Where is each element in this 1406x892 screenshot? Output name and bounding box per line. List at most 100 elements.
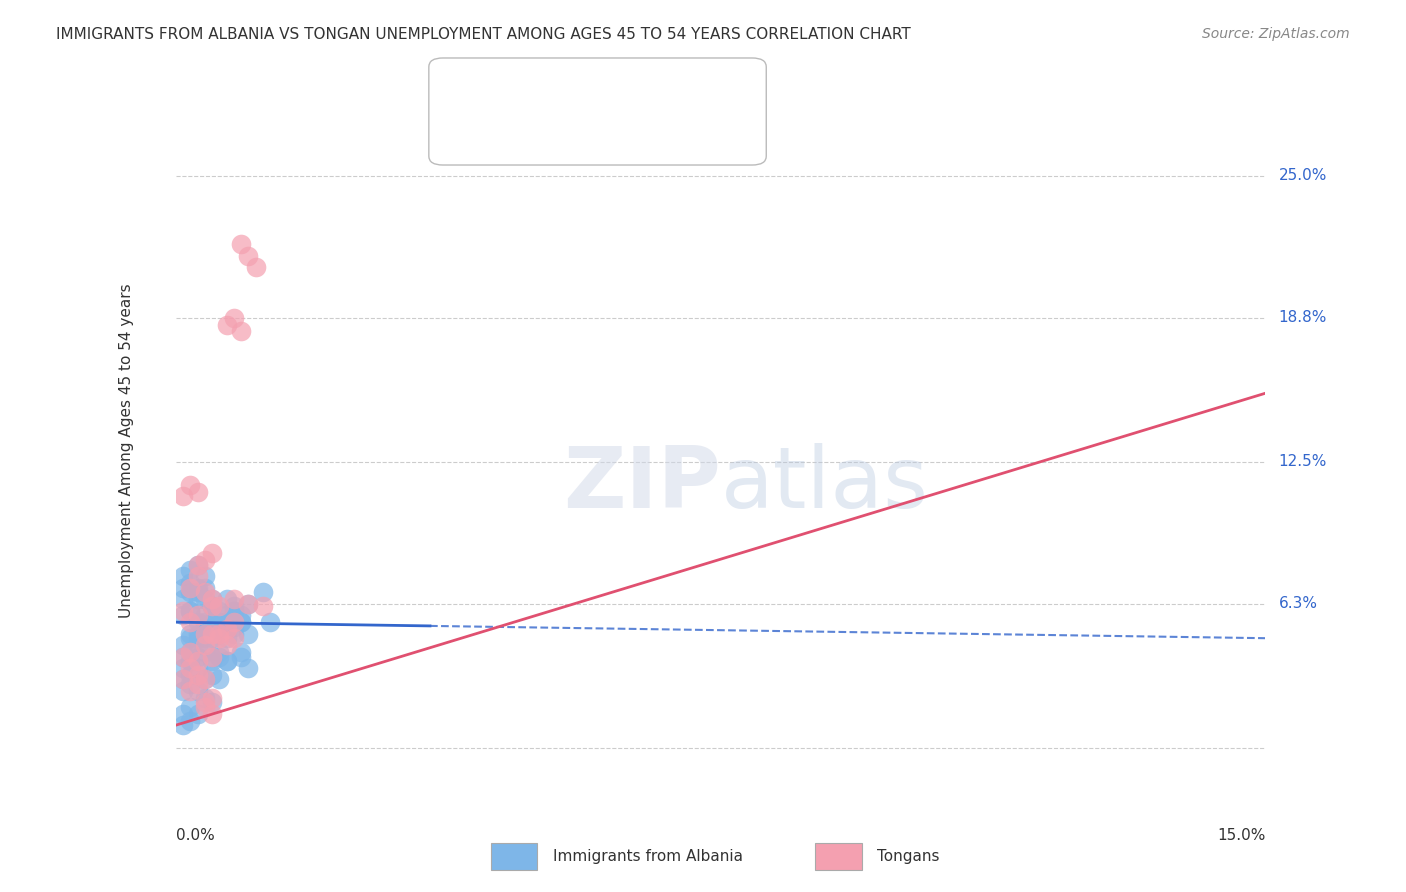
Point [201,695,224,709]
Point [201,592,224,607]
Point [179,631,201,645]
Point [172,581,194,595]
Text: N = 46: N = 46 [659,124,714,138]
Text: Unemployment Among Ages 45 to 54 years: Unemployment Among Ages 45 to 54 years [120,283,134,618]
Point [194,553,217,567]
Bar [491,843,537,870]
Point [194,690,217,705]
Point [201,599,224,614]
Text: 18.8%: 18.8% [1278,310,1327,326]
Point [194,585,217,599]
Text: 25.0%: 25.0% [1278,169,1327,183]
Point [208,604,231,618]
Point [238,597,260,611]
Point [186,654,209,668]
Point [208,599,231,614]
Point [179,654,201,668]
Point [194,620,217,634]
Point [215,654,238,668]
Point [179,668,201,682]
Point [231,645,253,659]
Point [172,718,194,732]
Text: N = 88: N = 88 [659,85,714,99]
Point [179,661,201,675]
Point [194,695,217,709]
Point [222,604,245,618]
Point [238,661,260,675]
Point [201,599,224,614]
Point [222,592,245,607]
Point [231,649,253,664]
Point [194,673,217,687]
Point [245,260,267,275]
Bar [458,79,495,104]
Point [194,631,217,645]
Point [172,649,194,664]
Text: Immigrants from Albania: Immigrants from Albania [553,849,742,863]
Point [215,318,238,332]
Point [194,645,217,659]
Point [186,706,209,721]
Point [172,638,194,652]
Point [179,677,201,691]
Point [194,569,217,583]
Point [208,649,231,664]
Bar [458,119,495,144]
Point [252,585,274,599]
Point [215,654,238,668]
Point [215,631,238,645]
Point [259,615,281,630]
Point [194,608,217,623]
Point [179,683,201,698]
Point [186,649,209,664]
Point [179,626,201,640]
Point [186,661,209,675]
Point [208,615,231,630]
Bar [815,843,862,870]
Point [172,649,194,664]
Point [179,645,201,659]
Point [186,585,209,599]
Point [215,608,238,623]
Point [186,558,209,572]
Point [179,699,201,714]
Point [208,631,231,645]
Point [186,484,209,499]
Point [222,310,245,325]
Point [215,622,238,636]
Point [231,325,253,339]
Point [179,615,201,630]
Point [201,626,224,640]
Point [172,673,194,687]
Point [252,599,274,614]
Point [172,706,194,721]
Point [201,690,224,705]
Point [186,615,209,630]
Point [201,706,224,721]
Point [215,592,238,607]
Point [208,626,231,640]
Point [172,604,194,618]
Point [172,592,194,607]
Point [179,581,201,595]
Point [186,558,209,572]
Point [186,581,209,595]
Point [179,645,201,659]
Point [222,620,245,634]
Point [238,597,260,611]
Text: Tongans: Tongans [877,849,939,863]
Point [194,699,217,714]
Text: 6.3%: 6.3% [1278,597,1317,611]
Point [215,615,238,630]
Point [231,615,253,630]
Point [231,615,253,630]
Text: ZIP: ZIP [562,443,721,526]
Point [172,608,194,623]
Point [222,626,245,640]
Point [186,668,209,682]
Point [222,604,245,618]
Point [231,237,253,252]
Point [179,585,201,599]
Text: 15.0%: 15.0% [1218,828,1265,843]
Point [186,638,209,652]
